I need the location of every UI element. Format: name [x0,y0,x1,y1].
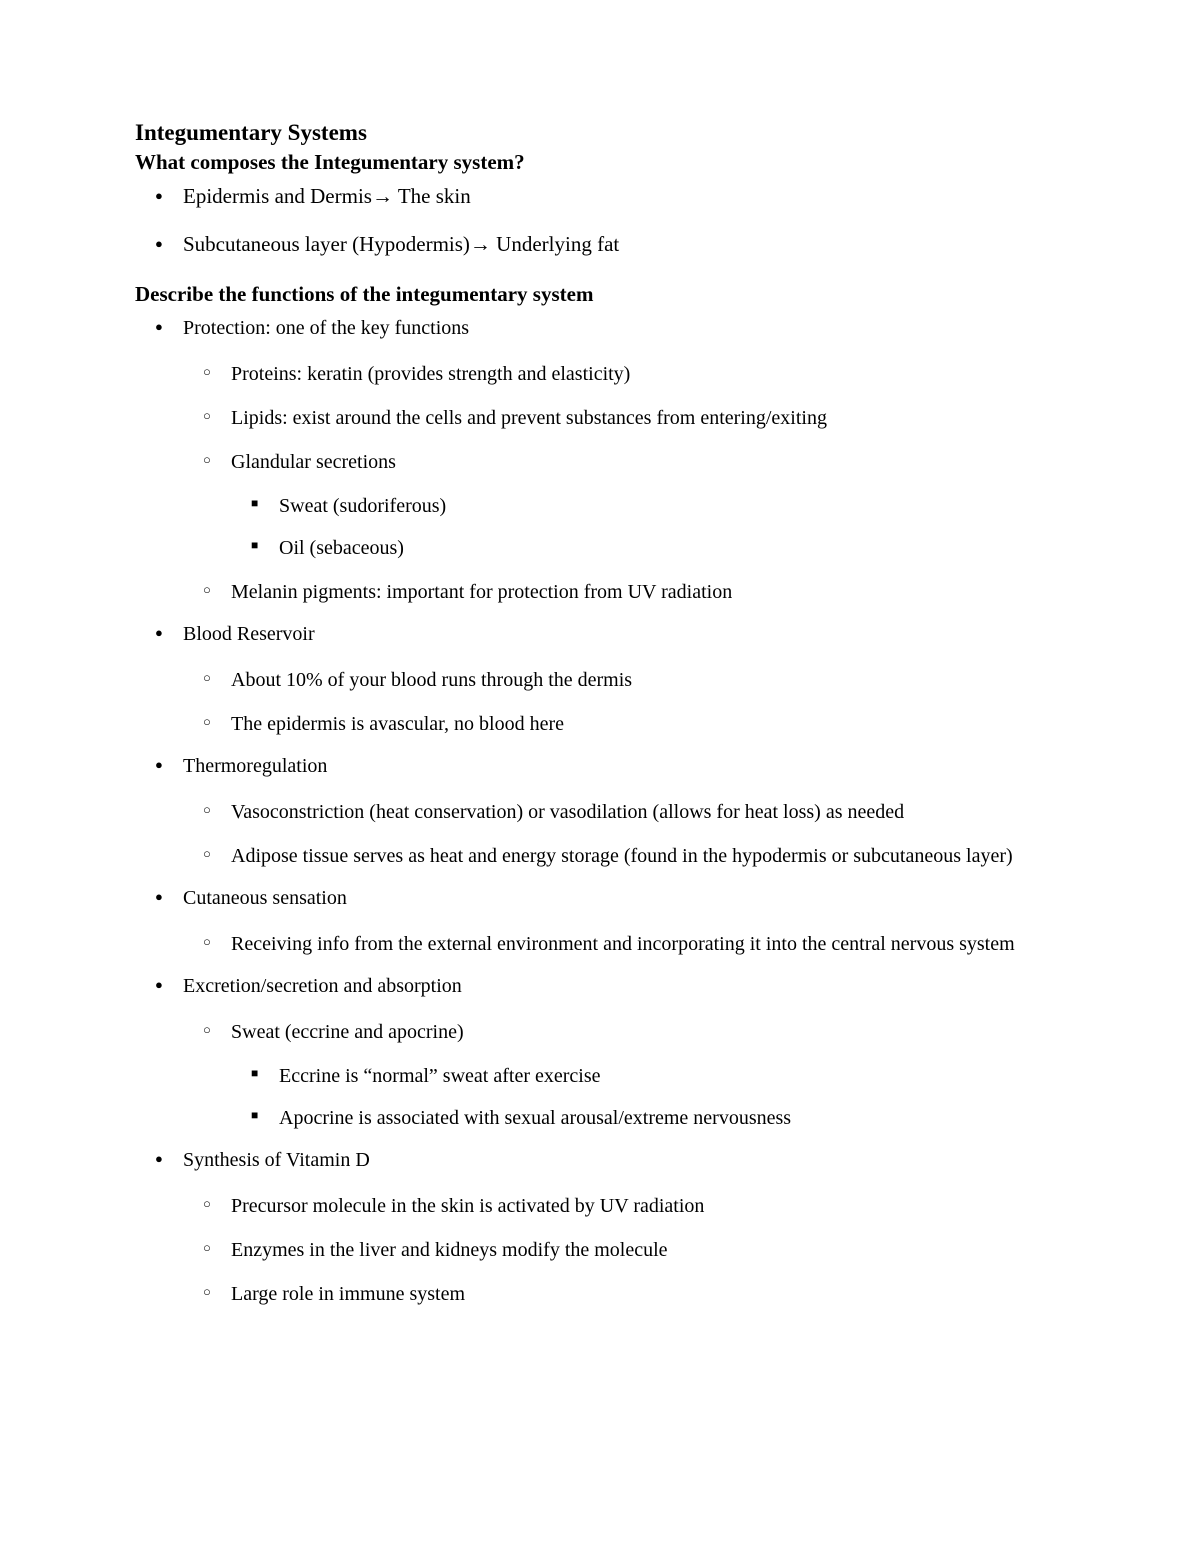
list-item-text: Blood Reservoir [183,623,315,645]
section2-list: Protection: one of the key functions Pro… [135,313,1065,1311]
list-item-text: Synthesis of Vitamin D [183,1149,370,1171]
list-item: Receiving info from the external environ… [231,927,1065,961]
list-item: Blood Reservoir About 10% of your blood … [183,619,1065,741]
sublist: Vasoconstriction (heat conservation) or … [183,795,1065,873]
list-item-text: Thermoregulation [183,755,327,777]
list-item: Melanin pigments: important for protecti… [231,575,1065,609]
list-item: Subcutaneous layer (Hypodermis)→ Underly… [183,229,1065,261]
list-item: Sweat (eccrine and apocrine) Eccrine is … [231,1015,1065,1135]
list-item: Eccrine is “normal” sweat after exercise [279,1059,1065,1093]
list-item: The epidermis is avascular, no blood her… [231,707,1065,741]
list-item: Lipids: exist around the cells and preve… [231,401,1065,435]
list-item: Vasoconstriction (heat conservation) or … [231,795,1065,829]
section1-list: Epidermis and Dermis→ The skin Subcutane… [135,181,1065,260]
section1-heading: What composes the Integumentary system? [135,150,1065,175]
list-item: Thermoregulation Vasoconstriction (heat … [183,751,1065,873]
sublist: Proteins: keratin (provides strength and… [183,357,1065,609]
list-item: Glandular secretions Sweat (sudoriferous… [231,445,1065,565]
section2-heading: Describe the functions of the integument… [135,282,1065,307]
list-item: Oil (sebaceous) [279,531,1065,565]
sublist: Precursor molecule in the skin is activa… [183,1189,1065,1311]
sublist: Eccrine is “normal” sweat after exercise… [231,1059,1065,1135]
sublist: Sweat (sudoriferous) Oil (sebaceous) [231,489,1065,565]
list-item-text: Glandular secretions [231,451,396,473]
list-item: Sweat (sudoriferous) [279,489,1065,523]
sublist: Sweat (eccrine and apocrine) Eccrine is … [183,1015,1065,1135]
page-title: Integumentary Systems [135,120,1065,146]
list-item: Proteins: keratin (provides strength and… [231,357,1065,391]
sublist: Receiving info from the external environ… [183,927,1065,961]
list-item: Apocrine is associated with sexual arous… [279,1101,1065,1135]
sublist: About 10% of your blood runs through the… [183,663,1065,741]
list-item-text: Protection: one of the key functions [183,317,469,339]
list-item: Excretion/secretion and absorption Sweat… [183,971,1065,1135]
list-item-text: Sweat (eccrine and apocrine) [231,1021,464,1043]
list-item: Enzymes in the liver and kidneys modify … [231,1233,1065,1267]
list-item: Synthesis of Vitamin D Precursor molecul… [183,1145,1065,1311]
list-item: Adipose tissue serves as heat and energy… [231,839,1065,873]
list-item: Epidermis and Dermis→ The skin [183,181,1065,213]
list-item: Cutaneous sensation Receiving info from … [183,883,1065,961]
list-item: Precursor molecule in the skin is activa… [231,1189,1065,1223]
list-item: About 10% of your blood runs through the… [231,663,1065,697]
list-item-text: Cutaneous sensation [183,887,347,909]
list-item: Large role in immune system [231,1277,1065,1311]
list-item: Protection: one of the key functions Pro… [183,313,1065,609]
list-item-text: Excretion/secretion and absorption [183,975,462,997]
